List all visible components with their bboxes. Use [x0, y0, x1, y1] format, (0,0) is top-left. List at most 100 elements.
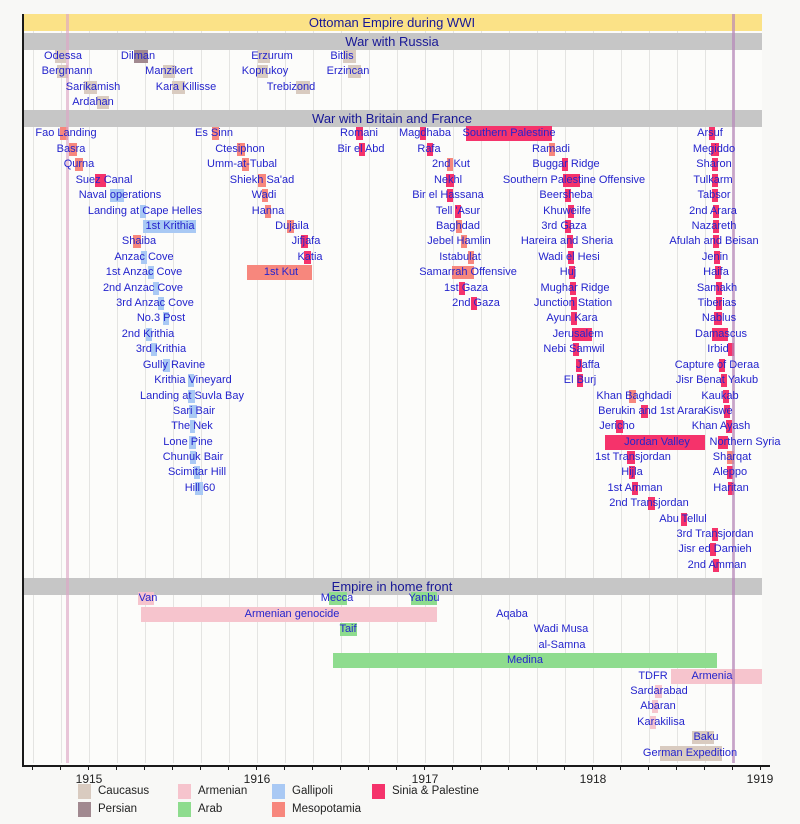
- event-label[interactable]: 3rd Transjordan: [676, 528, 754, 540]
- event-label[interactable]: German Expedition: [642, 747, 738, 759]
- event-label[interactable]: Bitlis: [330, 50, 354, 62]
- event-label[interactable]: 1st Gaza: [443, 282, 489, 294]
- event-label[interactable]: Kiswe: [703, 405, 733, 417]
- event-label[interactable]: Odessa: [44, 50, 82, 62]
- event-label[interactable]: 2nd Arara: [689, 205, 737, 217]
- event-label[interactable]: Van: [138, 592, 158, 604]
- event-label[interactable]: Nebi Samwil: [543, 343, 605, 355]
- event-label[interactable]: 3rd Krithia: [135, 343, 187, 355]
- event-label[interactable]: Tabsor: [697, 189, 731, 201]
- event-label[interactable]: Beersheba: [539, 189, 593, 201]
- event-label[interactable]: The Nek: [171, 420, 213, 432]
- event-label[interactable]: Junction Station: [533, 297, 613, 309]
- event-label[interactable]: 1st Amman: [607, 482, 663, 494]
- event-label[interactable]: Qurna: [63, 158, 95, 170]
- event-label[interactable]: Anzac Cove: [114, 251, 174, 263]
- event-label[interactable]: Baku: [693, 731, 719, 743]
- event-label[interactable]: Arsuf: [697, 127, 723, 139]
- event-label[interactable]: Nablus: [701, 312, 737, 324]
- event-label[interactable]: 2nd Amman: [687, 559, 747, 571]
- event-label[interactable]: Jaffa: [576, 359, 600, 371]
- event-label[interactable]: Dilman: [120, 50, 156, 62]
- event-label[interactable]: Nekhl: [433, 174, 463, 186]
- event-label[interactable]: Jordan Valley: [624, 436, 690, 448]
- event-label[interactable]: Ardahan: [72, 96, 114, 108]
- event-label[interactable]: Umm-at-Tubal: [207, 158, 277, 170]
- event-label[interactable]: Sarikamish: [65, 81, 121, 93]
- event-label[interactable]: Jifjafa: [291, 235, 321, 247]
- event-label[interactable]: Bir el Abd: [337, 143, 385, 155]
- event-label[interactable]: Jericho: [599, 420, 635, 432]
- event-label[interactable]: Es Sinn: [195, 127, 233, 139]
- event-label[interactable]: Shiekh Sa'ad: [229, 174, 295, 186]
- event-label[interactable]: Southern Palestine Offensive: [502, 174, 646, 186]
- event-label[interactable]: Sardarabad: [630, 685, 688, 697]
- event-label[interactable]: Chunuk Bair: [162, 451, 224, 463]
- event-label[interactable]: Armenian genocide: [244, 608, 340, 620]
- event-label[interactable]: Suez Canal: [75, 174, 133, 186]
- event-label[interactable]: Bir el Hassana: [412, 189, 484, 201]
- event-label[interactable]: 1st Anzac Cove: [105, 266, 183, 278]
- event-label[interactable]: Huj: [559, 266, 577, 278]
- event-label[interactable]: Naval operations: [78, 189, 162, 201]
- event-label[interactable]: Khuweilfe: [543, 205, 591, 217]
- event-label[interactable]: Abaran: [640, 700, 676, 712]
- event-label[interactable]: Samakh: [696, 282, 738, 294]
- event-label[interactable]: Wadi: [251, 189, 277, 201]
- event-label[interactable]: Irbid: [707, 343, 729, 355]
- event-label[interactable]: Jerusalem: [552, 328, 604, 340]
- event-label[interactable]: Abu Tellul: [659, 513, 707, 525]
- event-label[interactable]: Landing at Cape Helles: [87, 205, 203, 217]
- event-label[interactable]: Tiberias: [697, 297, 737, 309]
- event-label[interactable]: Samarrah Offensive: [419, 266, 517, 278]
- event-label[interactable]: Ayun Kara: [546, 312, 598, 324]
- event-label[interactable]: Jisr Benat Yakub: [675, 374, 759, 386]
- event-label[interactable]: Lone Pine: [163, 436, 213, 448]
- event-label[interactable]: Berukin and 1st Arara: [598, 405, 704, 417]
- event-label[interactable]: Jebel Hamlin: [427, 235, 491, 247]
- event-label[interactable]: Capture of Deraa: [674, 359, 760, 371]
- event-label[interactable]: Shaiba: [121, 235, 157, 247]
- event-label[interactable]: Erzurum: [251, 50, 293, 62]
- event-label[interactable]: No.3 Post: [136, 312, 186, 324]
- event-label[interactable]: Kaukab: [701, 390, 739, 402]
- event-label[interactable]: Wadi Musa: [533, 623, 589, 635]
- event-label[interactable]: Damascus: [695, 328, 747, 340]
- event-label[interactable]: Sharon: [696, 158, 732, 170]
- event-label[interactable]: Tell 'Asur: [435, 205, 481, 217]
- event-label[interactable]: Erzincan: [326, 65, 370, 77]
- event-label[interactable]: Mecca: [320, 592, 354, 604]
- event-label[interactable]: 2nd Krithia: [121, 328, 175, 340]
- event-label[interactable]: 2nd Anzac Cove: [102, 282, 184, 294]
- event-label[interactable]: Taif: [339, 623, 357, 635]
- event-label[interactable]: Ctesiphon: [215, 143, 265, 155]
- event-label[interactable]: Mughar Ridge: [540, 282, 610, 294]
- event-label[interactable]: al-Samna: [538, 639, 586, 651]
- event-label[interactable]: Katia: [297, 251, 323, 263]
- event-label[interactable]: Haritan: [713, 482, 749, 494]
- event-label[interactable]: Basra: [56, 143, 86, 155]
- event-label[interactable]: 1st Transjordan: [595, 451, 671, 463]
- event-label[interactable]: Magdhaba: [399, 127, 451, 139]
- event-label[interactable]: Fao Landing: [35, 127, 97, 139]
- event-label[interactable]: Hijla: [621, 466, 643, 478]
- event-label[interactable]: 1st Kut: [263, 266, 299, 278]
- event-label[interactable]: Hill 60: [184, 482, 216, 494]
- event-label[interactable]: Trebizond: [266, 81, 316, 93]
- event-label[interactable]: 2nd Gaza: [452, 297, 500, 309]
- event-label[interactable]: Ramadi: [532, 143, 570, 155]
- event-label[interactable]: Khan Ayash: [691, 420, 751, 432]
- event-label[interactable]: Medina: [506, 654, 544, 666]
- event-label[interactable]: Buggar Ridge: [532, 158, 600, 170]
- event-label[interactable]: Hanna: [251, 205, 285, 217]
- event-label[interactable]: Kara Killisse: [155, 81, 217, 93]
- event-label[interactable]: Bergmann: [41, 65, 93, 77]
- event-label[interactable]: Nazareth: [691, 220, 737, 232]
- event-label[interactable]: 2nd Transjordan: [609, 497, 689, 509]
- event-label[interactable]: Manzikert: [145, 65, 193, 77]
- event-label[interactable]: 2nd Kut: [432, 158, 470, 170]
- event-label[interactable]: 3rd Anzac Cove: [116, 297, 194, 309]
- event-label[interactable]: El Burj: [563, 374, 597, 386]
- event-label[interactable]: Karakilisa: [637, 716, 685, 728]
- event-label[interactable]: Koprukoy: [241, 65, 289, 77]
